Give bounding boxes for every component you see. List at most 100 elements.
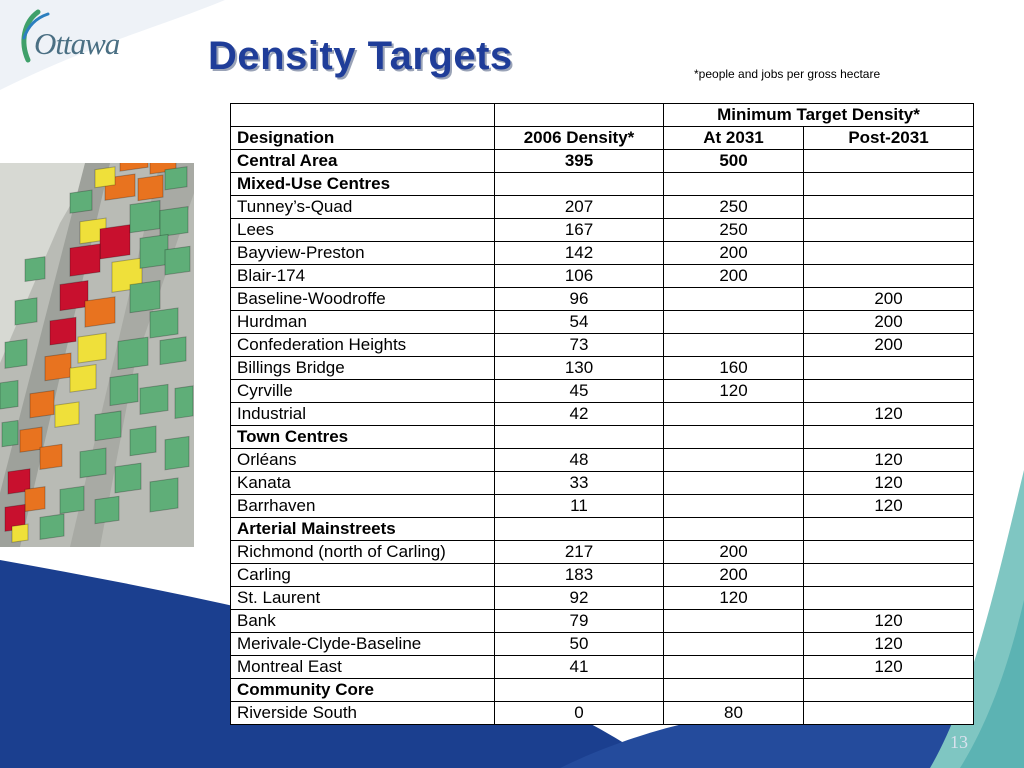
target-post-2031-cell [803, 586, 974, 610]
target-post-2031-cell [803, 379, 974, 403]
target-post-2031-cell [803, 540, 974, 564]
density-2006-cell: 106 [494, 264, 664, 288]
target-2031-cell [663, 494, 804, 518]
density-targets-table: Minimum Target Density* Designation 2006… [230, 103, 974, 725]
target-2031-cell: 200 [663, 241, 804, 265]
target-post-2031-cell: 200 [803, 333, 974, 357]
building-block [11, 523, 29, 543]
building-block [29, 389, 55, 419]
table-section-row: Town Centres [230, 425, 974, 449]
header-blank-cell [230, 103, 495, 127]
header-at-2031: At 2031 [663, 126, 804, 150]
target-post-2031-cell [803, 264, 974, 288]
designation-cell: Hurdman [230, 310, 495, 334]
target-post-2031-cell: 120 [803, 448, 974, 472]
building-block [59, 485, 85, 515]
target-2031-cell: 500 [663, 149, 804, 173]
building-block [164, 435, 190, 471]
designation-cell: Lees [230, 218, 495, 242]
density-2006-cell: 207 [494, 195, 664, 219]
building-block [94, 166, 116, 189]
building-block [49, 316, 77, 346]
target-2031-cell: 250 [663, 195, 804, 219]
designation-cell: Town Centres [230, 425, 495, 449]
target-2031-cell: 250 [663, 218, 804, 242]
slide-number: 13 [950, 732, 968, 752]
designation-cell: Kanata [230, 471, 495, 495]
table-header-row: Minimum Target Density* [230, 103, 974, 127]
target-post-2031-cell [803, 678, 974, 702]
target-2031-cell [663, 172, 804, 196]
table-row: Richmond (north of Carling) 217 200 [230, 540, 974, 564]
building-block [24, 486, 46, 513]
table-row: Barrhaven 11 120 [230, 494, 974, 518]
target-post-2031-cell [803, 172, 974, 196]
building-block [1, 419, 19, 448]
building-block [129, 425, 157, 457]
building-block [114, 462, 142, 494]
designation-cell: Industrial [230, 402, 495, 426]
target-post-2031-cell [803, 356, 974, 380]
building-block [39, 513, 65, 540]
building-block [159, 336, 187, 366]
building-block [164, 245, 191, 276]
designation-cell: St. Laurent [230, 586, 495, 610]
designation-cell: Orléans [230, 448, 495, 472]
designation-cell: Riverside South [230, 701, 495, 725]
designation-cell: Montreal East [230, 655, 495, 679]
target-2031-cell [663, 333, 804, 357]
density-2006-cell: 41 [494, 655, 664, 679]
building-block [59, 280, 89, 312]
header-post-2031: Post-2031 [803, 126, 974, 150]
designation-cell: Tunney’s-Quad [230, 195, 495, 219]
building-block [54, 401, 80, 428]
building-block [119, 163, 149, 172]
density-2006-cell: 73 [494, 333, 664, 357]
building-block [24, 256, 46, 283]
designation-cell: Bank [230, 609, 495, 633]
table-row: Kanata 33 120 [230, 471, 974, 495]
designation-cell: Mixed-Use Centres [230, 172, 495, 196]
designation-cell: Merivale-Clyde-Baseline [230, 632, 495, 656]
building-block [39, 443, 63, 470]
table-section-row: Mixed-Use Centres [230, 172, 974, 196]
building-block [129, 199, 161, 234]
target-post-2031-cell [803, 241, 974, 265]
designation-cell: Central Area [230, 149, 495, 173]
building-block [149, 163, 177, 175]
building-block [111, 257, 143, 293]
target-post-2031-cell [803, 195, 974, 219]
building-block [149, 477, 179, 513]
building-block [159, 206, 189, 238]
designation-cell: Community Core [230, 678, 495, 702]
density-2006-cell: 217 [494, 540, 664, 564]
table-row: Hurdman 54 200 [230, 310, 974, 334]
density-2006-cell: 130 [494, 356, 664, 380]
building-block [84, 296, 116, 328]
table-row: Confederation Heights 73 200 [230, 333, 974, 357]
target-post-2031-cell: 120 [803, 609, 974, 633]
building-block [79, 447, 107, 479]
header-designation: Designation [230, 126, 495, 150]
slide-title: Density Targets [208, 34, 513, 78]
table-row: Merivale-Clyde-Baseline 50 120 [230, 632, 974, 656]
city-3d-model-image [0, 163, 194, 547]
building-block [14, 297, 38, 326]
target-post-2031-cell [803, 218, 974, 242]
density-2006-cell [494, 517, 664, 541]
building-block [149, 307, 179, 339]
density-2006-cell: 96 [494, 287, 664, 311]
table-row: Industrial 42 120 [230, 402, 974, 426]
designation-cell: Arterial Mainstreets [230, 517, 495, 541]
density-2006-cell: 92 [494, 586, 664, 610]
building-block [94, 410, 122, 442]
target-post-2031-cell: 120 [803, 402, 974, 426]
building-block [139, 383, 169, 415]
target-post-2031-cell [803, 563, 974, 587]
designation-cell: Baseline-Woodroffe [230, 287, 495, 311]
ottawa-logo [21, 9, 50, 63]
table-row: Blair-174 106 200 [230, 264, 974, 288]
target-post-2031-cell [803, 425, 974, 449]
designation-cell: Barrhaven [230, 494, 495, 518]
density-2006-cell: 42 [494, 402, 664, 426]
